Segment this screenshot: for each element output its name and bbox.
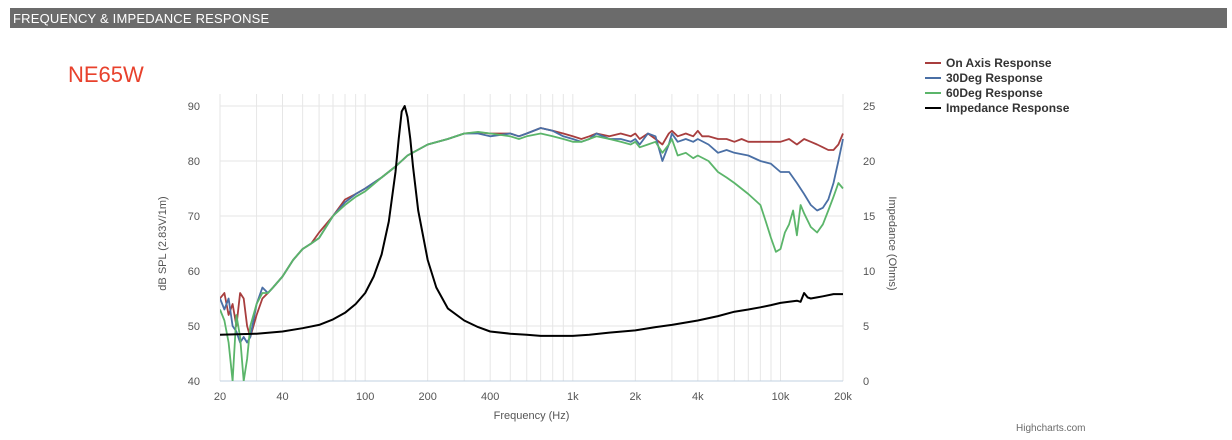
x-tick-label: 200: [418, 391, 436, 403]
highcharts-credit[interactable]: Highcharts.com: [1016, 423, 1086, 434]
x-tick-label: 20: [214, 391, 226, 403]
y2-tick-label: 0: [863, 376, 869, 388]
y2-axis-title: Impedance (Ohms): [886, 196, 898, 290]
plot-area: [220, 105, 844, 381]
x-tick-label: 1k: [567, 391, 579, 403]
legend-item-label: On Axis Response: [946, 56, 1052, 70]
series-line-30deg-response: [220, 127, 844, 344]
series-line-impedance-response: [220, 105, 843, 337]
chart-axes: 20 40 100 200 400 1k 2k 4k 10k 20k 40 50 60 70 80 90 0 5 1…: [157, 101, 898, 422]
model-name: NE65W: [68, 62, 144, 87]
y-tick-label: 90: [188, 101, 200, 113]
y-tick-label: 70: [188, 211, 200, 223]
x-tick-label: 4k: [692, 391, 704, 403]
chart-grid: [219, 94, 844, 382]
x-tick-label: 10k: [772, 391, 790, 403]
y-tick-label: 60: [188, 266, 200, 278]
legend-item-label: 30Deg Response: [946, 71, 1043, 85]
legend-item-label: Impedance Response: [946, 101, 1070, 115]
y2-tick-label: 10: [863, 266, 875, 278]
x-tick-label: 2k: [630, 391, 642, 403]
x-tick-label: 100: [356, 391, 374, 403]
series-line-on-axis-response: [220, 127, 844, 338]
y-tick-label: 80: [188, 156, 200, 168]
x-tick-label: 20k: [834, 391, 852, 403]
section-title: FREQUENCY & IMPEDANCE RESPONSE: [13, 11, 270, 26]
y2-tick-label: 5: [863, 321, 869, 333]
section-header-bar: FREQUENCY & IMPEDANCE RESPONSE: [10, 8, 1227, 28]
y2-tick-label: 15: [863, 211, 875, 223]
x-tick-label: 40: [276, 391, 288, 403]
series-line-60deg-response: [220, 131, 844, 381]
y2-tick-label: 20: [863, 156, 875, 168]
y-tick-label: 40: [188, 376, 200, 388]
y2-tick-label: 25: [863, 101, 875, 113]
x-tick-label: 400: [481, 391, 499, 403]
y-axis-title: dB SPL (2.83V/1m): [157, 196, 169, 290]
y-tick-label: 50: [188, 321, 200, 333]
legend-item-label: 60Deg Response: [946, 86, 1043, 100]
x-axis-title: Frequency (Hz): [494, 410, 570, 422]
